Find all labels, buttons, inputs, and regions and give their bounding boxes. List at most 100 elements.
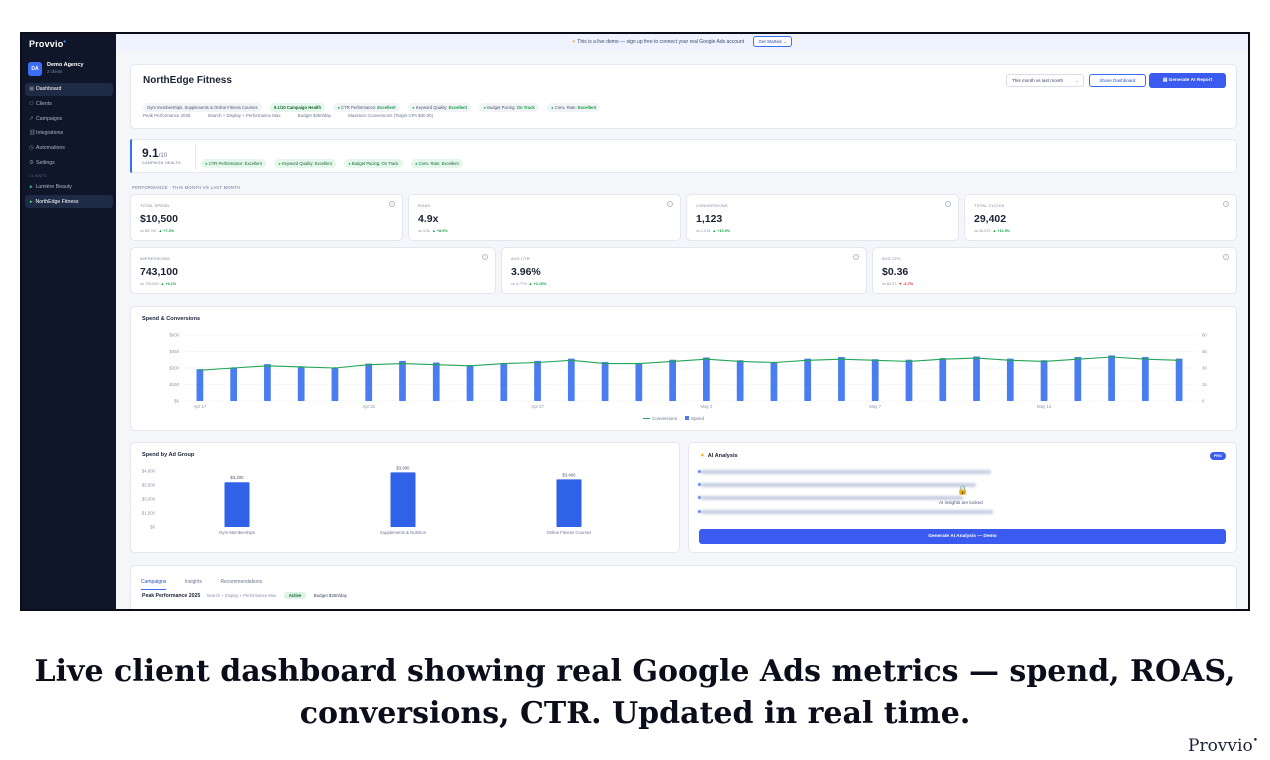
agency-client-count: 2 clients (47, 69, 63, 74)
spend-bar (601, 361, 609, 401)
health-label: CAMPAIGN HEALTH (142, 161, 181, 165)
performance-section-label: PERFORMANCE · THIS MONTH VS LAST MONTH (132, 185, 241, 190)
conversions-point (536, 361, 539, 364)
x-axis-tick: Apr 22 (362, 404, 375, 409)
agency-name: Demo Agency (47, 62, 84, 68)
kpi-label: CONVERSIONS (696, 203, 728, 208)
app-logo[interactable]: Provvio• (29, 39, 66, 49)
spend-bar (196, 369, 204, 401)
status-dot-icon: ● (414, 161, 419, 166)
conversions-point (333, 367, 336, 369)
y-axis-tick: $3,500 (142, 483, 156, 488)
ai-analysis-card: ✦ AI Analysis PRO 🔒 AI insights are locke… (688, 442, 1237, 553)
x-axis-tick: May 2 (701, 404, 713, 409)
sidebar-client-northedge-fitness[interactable]: ► NorthEdge Fitness (25, 194, 113, 208)
kpi-value: $0.36 (882, 266, 909, 278)
demo-banner: ✦ This is a live demo — sign up free to … (116, 34, 1248, 50)
conversions-point (604, 362, 607, 365)
sidebar-item-label: Integrations (36, 130, 64, 137)
ai-analysis-title: ✦ AI Analysis (700, 453, 738, 459)
sidebar: Provvio• DA Demo Agency 2 clients ▦ Dashb… (22, 34, 116, 609)
sidebar-item-automations[interactable]: ◷ Automations (25, 142, 113, 155)
ad-group-bar (390, 472, 416, 527)
status-dot-icon: ● (551, 105, 555, 110)
campaign-row[interactable]: Peak Performance 2025 Search + Display +… (142, 592, 347, 599)
generate-ai-analysis-button[interactable]: Generate AI Analysis — Demo (699, 529, 1226, 544)
grid-icon: ▦ (29, 86, 35, 92)
kpi-delta: ▲ +0.19% (528, 282, 547, 286)
tab-insights[interactable]: Insights (184, 579, 202, 585)
info-icon[interactable]: i (1223, 201, 1229, 207)
sidebar-item-integrations[interactable]: ⛓Integrations (25, 127, 113, 140)
marketing-caption: Live client dashboard showing real Googl… (0, 651, 1270, 735)
spend-bar (669, 359, 676, 401)
spend-bar (365, 363, 373, 401)
agency-switcher[interactable]: DA Demo Agency 2 clients (28, 60, 110, 78)
conversions-point (1178, 359, 1181, 362)
spend-bar (230, 367, 238, 401)
sidebar-item-dashboard[interactable]: ▦ Dashboard (25, 83, 113, 96)
info-icon[interactable]: i (482, 254, 488, 260)
kpi-card-total-spend: TOTAL SPEND i $10,500 vs $9,790 ▲ +7.3% (130, 194, 403, 241)
info-icon[interactable]: i (389, 201, 395, 207)
sidebar-item-clients[interactable]: ⚇ Clients (25, 98, 113, 111)
x-axis-tick: Apr 27 (531, 404, 544, 409)
pro-badge: PRO (1209, 452, 1226, 460)
chip-value: Excellent (314, 161, 332, 166)
ad-group-chart-card: Spend by Ad Group $4,000 $3,500 $3,000 $1,5… (130, 442, 680, 553)
spend-bar (939, 358, 947, 401)
brand-name: Provvio (29, 39, 64, 49)
spend-conversions-chart-card: Spend & Conversions $600 $450 $300 $150 $0 60… (130, 306, 1237, 431)
spend-bar (432, 362, 440, 401)
tab-campaigns[interactable]: Campaigns (141, 575, 167, 590)
sidebar-item-campaigns[interactable]: ↗ Campaigns (25, 113, 113, 126)
generate-ai-report-button[interactable]: ▤ Generate AI Report (1149, 73, 1226, 88)
campaign-tabs: Campaigns Insights Recommendations (141, 570, 276, 590)
demo-banner-text: This is a live demo — sign up free to co… (577, 39, 745, 45)
status-dot-icon: ● (483, 105, 488, 110)
sparkle-icon: ✦ (571, 39, 576, 45)
client-title: NorthEdge Fitness (143, 75, 232, 86)
y-axis-left-tick: $300 (169, 366, 179, 371)
status-dot-icon: ● (205, 161, 209, 166)
legend-conversions-label: Conversions (652, 416, 678, 421)
period-select-value: This month vs last month (1012, 78, 1064, 83)
sidebar-item-settings[interactable]: ⚙ Settings (25, 157, 113, 170)
get-started-button[interactable]: Get Started → (753, 36, 793, 48)
sidebar-client-lumiere-beauty[interactable]: ► Lumière Beauty (25, 180, 113, 193)
meta-bidding: Maximize Conversions (Target CPA $30.00) (348, 113, 434, 118)
keyword-quality-chip: ● Keyword Quality: Excellent (274, 159, 336, 168)
kpi-label: AVG CPC (882, 256, 902, 261)
footer-brand-name: Provvio (1188, 736, 1253, 756)
y-axis-right-tick: 0 (1202, 399, 1205, 404)
conversions-point (874, 359, 877, 362)
kpi-comparison: vs 26,370 ▲ +11.5% (974, 229, 1010, 233)
info-icon[interactable]: i (945, 201, 951, 207)
y-axis-right-tick: 30 (1202, 366, 1207, 371)
health-score: 9.1/10 (142, 146, 167, 160)
kpi-comparison: vs 3.77% ▲ +0.19% (511, 282, 546, 286)
share-dashboard-button[interactable]: Share Dashboard (1089, 74, 1146, 87)
legend-spend-swatch (685, 416, 689, 420)
conversions-point (1009, 359, 1012, 362)
tab-recommendations[interactable]: Recommendations (220, 579, 263, 585)
spend-bar (635, 363, 643, 401)
sidebar-item-label: Campaigns (36, 115, 63, 122)
sidebar-item-label: Automations (36, 145, 65, 152)
chip-label: Budget Pacing: (487, 105, 516, 110)
button-label: Generate AI Report (1168, 78, 1213, 83)
info-icon[interactable]: i (1223, 254, 1229, 260)
info-icon[interactable]: i (853, 254, 859, 260)
sidebar-item-label: Dashboard (36, 86, 62, 92)
spend-bar (567, 358, 575, 401)
spend-bar (1175, 358, 1183, 401)
info-icon[interactable]: i (667, 201, 673, 207)
spend-bar (973, 356, 980, 401)
spend-bar (534, 360, 541, 401)
campaign-budget: Budget $350/day (313, 593, 347, 598)
sidebar-nav: ▦ Dashboard ⚇ Clients ↗ Campaigns ⛓Integrat… (25, 83, 113, 210)
kpi-delta: ▲ +6.1% (160, 282, 177, 286)
client-header-card: NorthEdge Fitness Gym memberships, Suppl… (130, 64, 1237, 129)
period-select[interactable]: This month vs last month ⌄ (1006, 74, 1084, 87)
link-icon: ⛓ (29, 130, 36, 137)
